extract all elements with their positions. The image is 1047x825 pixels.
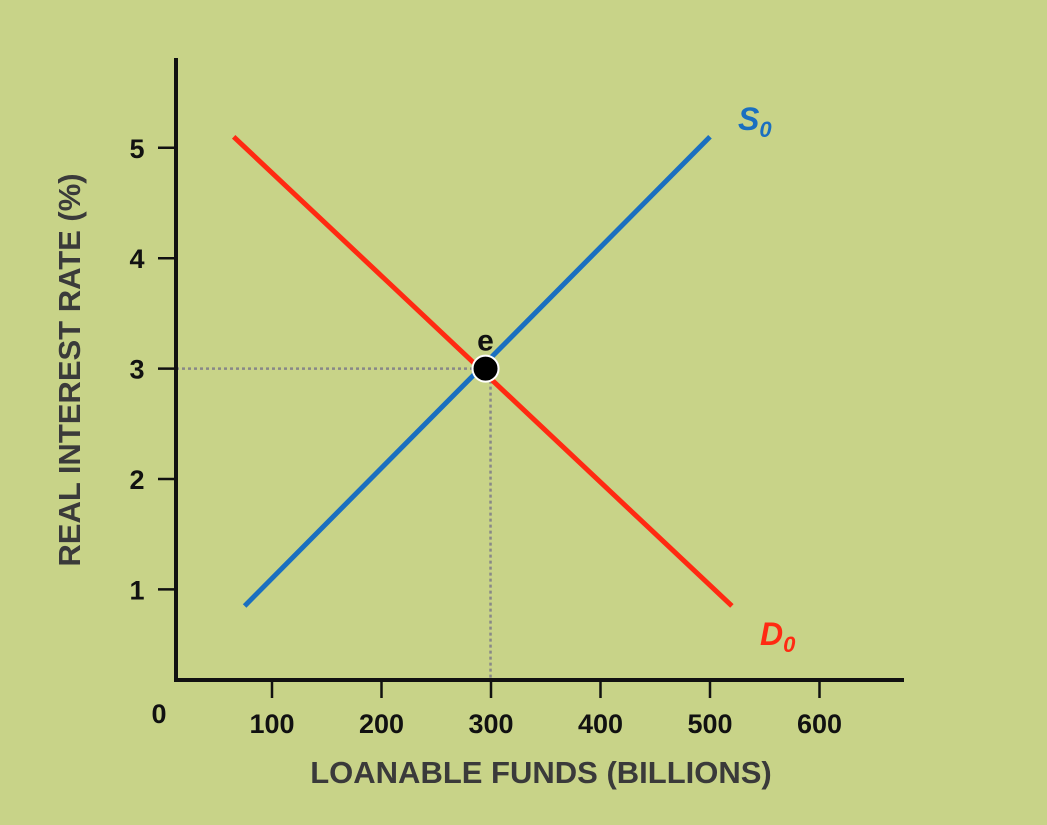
x-tick-label: 400: [578, 709, 623, 739]
axes: [174, 58, 904, 682]
x-axis-title: LOANABLE FUNDS (BILLIONS): [310, 755, 772, 790]
supply-curve-label: S0: [738, 101, 772, 142]
demand-curve-label: D0: [760, 616, 796, 657]
y-axis-title: REAL INTEREST RATE (%): [52, 173, 87, 566]
equilibrium-point: [471, 354, 500, 383]
x-tick-label: 100: [249, 709, 294, 739]
demand-curve-subscript: 0: [783, 632, 796, 657]
y-tick-label: 5: [129, 134, 144, 164]
x-tick-label: 500: [687, 709, 732, 739]
equilibrium-guides: [176, 367, 492, 680]
equilibrium-marker: [471, 354, 500, 383]
x-tick-label: 200: [359, 709, 404, 739]
y-tick-label: 2: [129, 465, 144, 495]
supply-curve-letter: S: [738, 101, 760, 137]
x-tick-label: 600: [797, 709, 842, 739]
equilibrium-label: e: [477, 325, 494, 358]
y-tick-label: 3: [129, 355, 144, 385]
supply-curve-subscript: 0: [759, 117, 772, 142]
y-tick-label: 4: [129, 244, 144, 274]
y-tick-label: 1: [129, 575, 144, 605]
x-tick-label: 300: [468, 709, 513, 739]
origin-label: 0: [151, 699, 166, 729]
axis-ticks: 100 200 300 400 500 600 1 2 3 4 5: [129, 134, 842, 739]
demand-curve-letter: D: [760, 616, 783, 652]
